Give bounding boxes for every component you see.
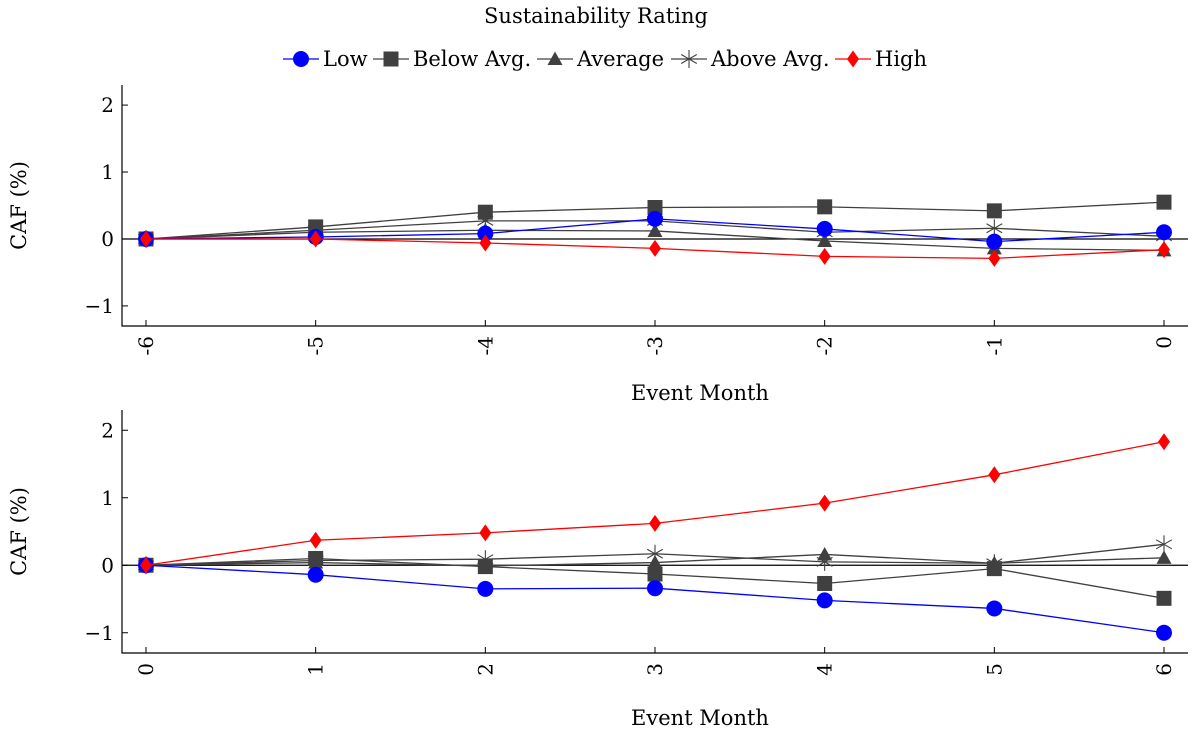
data-point-below-avg bbox=[986, 561, 1002, 577]
chart-bottom: −1 0 1 2 0 1 2 3 4 5 6 CAF (%) Event Month bbox=[7, 410, 1188, 730]
series-low bbox=[138, 557, 1172, 641]
data-point-low bbox=[986, 233, 1003, 250]
x-tick-label: -1 bbox=[982, 336, 1006, 355]
y-tick-label: 0 bbox=[101, 227, 114, 251]
legend-label-high: High bbox=[875, 47, 927, 71]
legend-item-below-avg: Below Avg. bbox=[373, 47, 531, 71]
data-point-high bbox=[649, 239, 661, 257]
data-point-high bbox=[1158, 433, 1170, 451]
data-point-below-avg bbox=[308, 551, 324, 566]
data-point-below-avg bbox=[477, 559, 493, 575]
legend-marker-above-avg bbox=[680, 50, 698, 68]
data-point-below-avg bbox=[647, 566, 663, 582]
legend-label-low: Low bbox=[323, 47, 368, 71]
data-point-high bbox=[649, 514, 661, 532]
axes-frame bbox=[121, 410, 1188, 654]
series-high bbox=[140, 230, 1170, 267]
data-point-high bbox=[988, 466, 1001, 484]
data-point-below-avg bbox=[986, 203, 1002, 219]
legend-marker-below-avg bbox=[383, 51, 399, 67]
data-point-low bbox=[477, 580, 494, 597]
data-point-high bbox=[309, 531, 322, 549]
axes-frame bbox=[121, 85, 1188, 327]
data-point-low bbox=[1156, 624, 1172, 641]
x-tick-label: -5 bbox=[304, 336, 328, 355]
x-tick-label: -2 bbox=[813, 336, 837, 355]
data-point-low bbox=[307, 566, 324, 583]
x-axis-title: Event Month bbox=[631, 706, 769, 730]
x-tick-label: -6 bbox=[134, 336, 158, 355]
legend-marker-high bbox=[847, 50, 859, 68]
data-point-average bbox=[817, 546, 833, 561]
legend-label-below-avg: Below Avg. bbox=[413, 47, 531, 71]
data-point-average bbox=[647, 223, 663, 237]
legend-item-high: High bbox=[835, 47, 927, 71]
data-point-low bbox=[647, 210, 663, 227]
data-point-below-avg bbox=[1156, 590, 1172, 606]
y-axis-title: CAF (%) bbox=[7, 487, 31, 576]
data-point-low bbox=[477, 225, 494, 242]
legend-title: Sustainability Rating bbox=[484, 4, 708, 28]
series-high bbox=[140, 433, 1170, 574]
data-point-high bbox=[818, 494, 831, 512]
x-tick-label: 0 bbox=[1152, 336, 1176, 349]
x-tick-label: 1 bbox=[304, 663, 328, 676]
data-point-high bbox=[479, 524, 492, 542]
legend-item-above-avg: Above Avg. bbox=[671, 47, 830, 71]
data-point-average bbox=[647, 555, 663, 569]
data-point-average bbox=[1156, 550, 1172, 564]
legend-label-average: Average bbox=[576, 47, 664, 71]
y-axis-title: CAF (%) bbox=[7, 161, 31, 250]
legend-item-low: Low bbox=[283, 47, 368, 71]
y-tick-label: 2 bbox=[101, 93, 114, 117]
legend-marker-average bbox=[547, 51, 563, 65]
data-point-low bbox=[986, 600, 1003, 617]
y-tick-label: 0 bbox=[101, 553, 114, 577]
y-tick-label: −1 bbox=[85, 621, 114, 645]
x-tick-label: 6 bbox=[1152, 663, 1176, 676]
x-tick-label: 4 bbox=[813, 663, 837, 676]
legend-label-above-avg: Above Avg. bbox=[710, 47, 830, 71]
data-point-below-avg bbox=[477, 204, 493, 220]
data-point-below-avg bbox=[817, 199, 833, 215]
data-point-below-avg bbox=[817, 575, 833, 591]
data-point-below-avg bbox=[1156, 194, 1172, 210]
data-point-high bbox=[1158, 241, 1170, 259]
data-point-average bbox=[817, 233, 833, 247]
data-point-low bbox=[1156, 224, 1172, 241]
x-axis-title: Event Month bbox=[631, 381, 769, 405]
x-tick-label: 2 bbox=[473, 663, 497, 676]
x-tick-label: 0 bbox=[134, 663, 158, 676]
y-tick-label: 1 bbox=[101, 486, 114, 510]
legend-marker-low bbox=[293, 51, 309, 67]
y-tick-label: 2 bbox=[101, 418, 114, 442]
series-below-avg bbox=[138, 194, 1172, 247]
data-point-high bbox=[309, 230, 322, 248]
y-tick-label: −1 bbox=[85, 294, 114, 318]
data-point-high bbox=[818, 247, 831, 265]
data-point-high bbox=[140, 556, 152, 574]
x-tick-label: -4 bbox=[473, 336, 497, 355]
data-point-high bbox=[988, 249, 1001, 267]
chart-top: −1 0 1 2 -6 -5 -4 -3 -2 -1 0 CAF (%) Event Month bbox=[7, 85, 1188, 405]
x-tick-label: -3 bbox=[643, 336, 667, 355]
data-point-low bbox=[816, 220, 833, 237]
data-point-low bbox=[816, 592, 833, 609]
data-point-high bbox=[479, 234, 492, 252]
legend-item-average: Average bbox=[537, 47, 664, 71]
data-point-high bbox=[140, 230, 152, 248]
data-point-below-avg bbox=[647, 200, 663, 216]
legend: Low Below Avg. Average Above Avg. High bbox=[283, 47, 927, 71]
data-point-low bbox=[647, 580, 663, 597]
x-tick-label: 5 bbox=[982, 663, 1006, 676]
y-tick-label: 1 bbox=[101, 160, 114, 184]
x-tick-label: 3 bbox=[643, 663, 667, 676]
